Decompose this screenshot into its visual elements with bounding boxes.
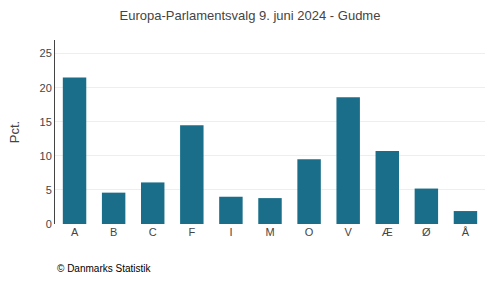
svg-text:F: F (188, 226, 195, 238)
svg-text:O: O (305, 226, 314, 238)
svg-text:10: 10 (40, 150, 52, 162)
svg-text:M: M (265, 226, 274, 238)
svg-text:V: V (345, 226, 353, 238)
svg-text:0: 0 (46, 218, 52, 230)
svg-text:5: 5 (46, 184, 52, 196)
svg-text:Å: Å (462, 226, 470, 238)
svg-text:15: 15 (40, 116, 52, 128)
svg-text:Pct.: Pct. (7, 121, 22, 143)
svg-text:20: 20 (40, 82, 52, 94)
svg-text:I: I (229, 226, 232, 238)
svg-text:© Danmarks Statistik: © Danmarks Statistik (57, 263, 152, 274)
svg-text:Æ: Æ (382, 226, 393, 238)
svg-text:B: B (110, 226, 117, 238)
svg-text:Europa-Parlamentsvalg 9. juni: Europa-Parlamentsvalg 9. juni 2024 - Gud… (120, 8, 381, 23)
svg-text:A: A (71, 226, 79, 238)
svg-text:Ø: Ø (422, 226, 431, 238)
svg-text:25: 25 (40, 47, 52, 59)
svg-text:C: C (149, 226, 157, 238)
